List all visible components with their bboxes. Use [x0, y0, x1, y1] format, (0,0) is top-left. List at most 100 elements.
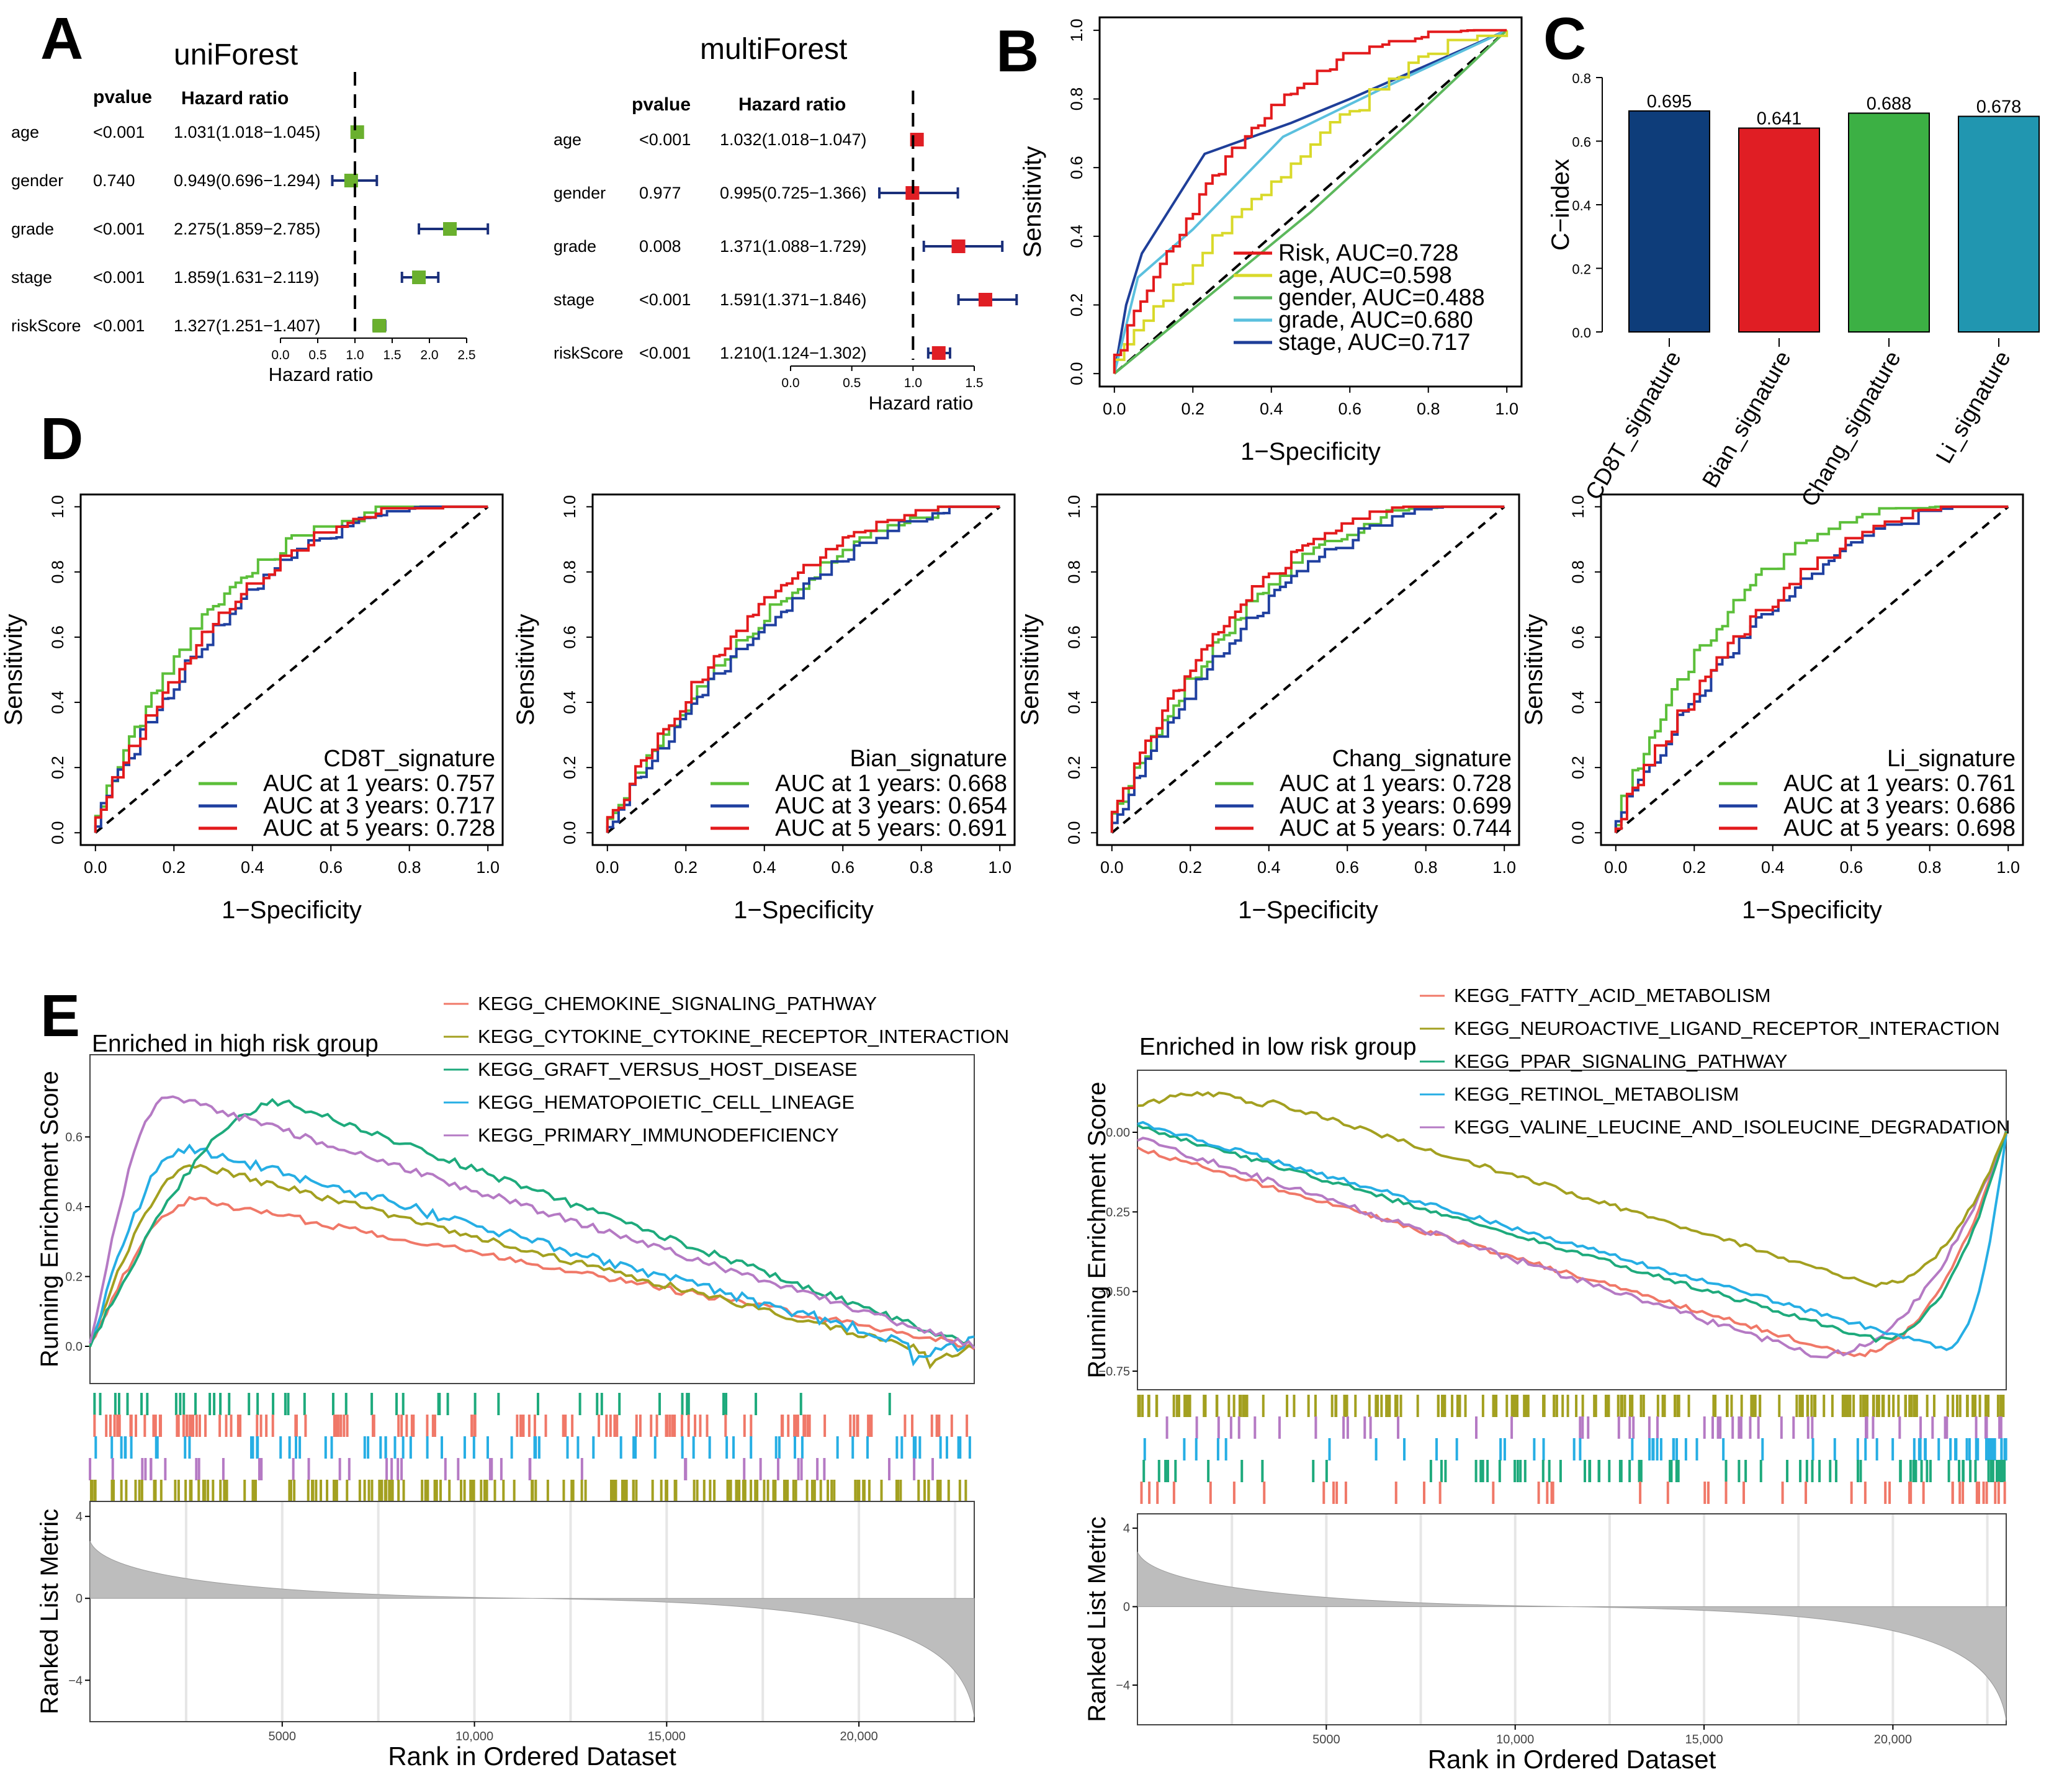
- cindex-bar: [1848, 112, 1930, 333]
- gsea-es-curve: [1136, 1130, 2007, 1357]
- cindex-xtick-label: Li_signature: [1931, 347, 2016, 468]
- gsea-es-curve: [1137, 1134, 2007, 1359]
- roc-b-curve-risk: [1113, 29, 1507, 374]
- roc-d-ytick-label: 0.0: [560, 821, 579, 844]
- roc-d-xtick-label: 1.0: [988, 858, 1011, 877]
- roc-b-frame: [1098, 16, 1523, 388]
- cindex-ytick-label: 0.2: [1572, 262, 1591, 277]
- roc-d-legend-label: AUC at 1 years: 0.761: [1783, 771, 2016, 797]
- forest-point: [443, 222, 457, 236]
- gsea-legend-label: KEGG_CYTOKINE_CYTOKINE_RECEPTOR_INTERACT…: [478, 1026, 1009, 1047]
- roc-d-diagonal: [94, 506, 489, 834]
- forest-row-hr-text: 1.031(1.018−1.045): [174, 123, 320, 141]
- roc-d-curve: [94, 505, 488, 833]
- gsea-xtick-label: 10,000: [1496, 1733, 1534, 1746]
- forest-row-pvalue: <0.001: [93, 268, 145, 287]
- roc-b-curve-gender: [1113, 29, 1508, 375]
- forest-tick-label: 1.5: [965, 376, 983, 390]
- roc-d-ylabel: Sensitivity: [1016, 614, 1044, 725]
- roc-d-xtick-label: 0.8: [398, 858, 421, 877]
- gsea-title: Enriched in high risk group: [92, 1031, 379, 1057]
- roc-d-legend-label: AUC at 3 years: 0.654: [775, 793, 1007, 819]
- roc-d-ytick-label: 0.8: [48, 560, 67, 584]
- panel-label-b: B: [996, 18, 1039, 84]
- roc-d-ytick-label: 0.4: [1065, 691, 1083, 714]
- roc-d-ytick-label: 0.8: [560, 560, 579, 584]
- gsea-ytick-label: −0.75: [1098, 1365, 1130, 1379]
- roc-d-ytick-label: 0.2: [48, 756, 67, 779]
- forest-tick-label: 0.0: [781, 376, 799, 390]
- gsea-legend-label: KEGG_NEUROACTIVE_LIGAND_RECEPTOR_INTERAC…: [1454, 1017, 2000, 1039]
- roc-d-legend-label: AUC at 1 years: 0.668: [775, 771, 1007, 797]
- roc-d-ytick-label: 0.8: [1065, 560, 1083, 584]
- roc-b-ytick-label: 1.0: [1067, 19, 1086, 42]
- forest-row-name: age: [554, 130, 581, 149]
- roc-b-xtick-label: 0.4: [1260, 400, 1283, 418]
- roc-d-xtick-label: 0.6: [1839, 858, 1863, 877]
- roc-d-curve: [1110, 505, 1505, 833]
- forest-point: [951, 239, 966, 253]
- forest-point: [372, 319, 387, 333]
- roc-b-ytick-label: 0.0: [1067, 362, 1086, 385]
- roc-d-curve: [94, 505, 488, 833]
- roc-d-subplot: 0.0 0.0 0.2 0.2 0.4 0.4 0.6 0.6 0.8 0.8 1.0 1.0 1−Sp…: [512, 493, 1016, 924]
- roc-d-ytick-label: 1.0: [560, 495, 579, 519]
- forest-row-hr-text: 1.859(1.631−2.119): [174, 268, 319, 287]
- cindex-bar: [1738, 127, 1820, 333]
- gsea-title: Enriched in low risk group: [1139, 1034, 1417, 1060]
- roc-d-xtick-label: 0.2: [675, 858, 698, 877]
- multi-hr-header: Hazard ratio: [738, 94, 846, 115]
- forest-row-pvalue: <0.001: [93, 316, 145, 335]
- roc-d-xtick-label: 0.0: [1604, 858, 1628, 877]
- roc-panel-b: 0.0 0.0 0.2 0.2 0.4 0.4 0.6 0.6 0.8 0.8 1.0 1.0 1−Sp…: [1019, 16, 1523, 465]
- gsea-es-ylabel: Running Enrichment Score: [36, 1071, 63, 1367]
- cindex-ytick-label: 0.8: [1572, 71, 1591, 86]
- multi-forest: multiForest pvalue Hazard ratio age <0.00…: [554, 33, 1018, 414]
- gsea-es-curve: [1137, 1091, 2007, 1288]
- roc-d-ytick-label: 1.0: [1569, 495, 1587, 519]
- cindex-bar-value: 0.695: [1647, 92, 1692, 112]
- forest-row-hr-text: 0.995(0.725−1.366): [720, 184, 866, 202]
- roc-b-legend-label: Risk, AUC=0.728: [1278, 240, 1458, 266]
- roc-d-xtick-label: 0.0: [84, 858, 107, 877]
- forest-row-pvalue: <0.001: [639, 344, 691, 362]
- gsea-xlabel: Rank in Ordered Dataset: [388, 1742, 676, 1771]
- gsea-es-panel: [89, 1054, 975, 1384]
- roc-d-xtick-label: 0.4: [1761, 858, 1785, 877]
- roc-d-ylabel: Sensitivity: [512, 614, 539, 725]
- roc-d-ytick-label: 0.6: [560, 625, 579, 649]
- roc-d-curve: [1614, 505, 2009, 833]
- gsea-ytick-label: 0.4: [65, 1201, 83, 1214]
- forest-row-name: riskScore: [11, 316, 81, 335]
- forest-row-pvalue: 0.008: [639, 237, 681, 256]
- forest-row-name: grade: [11, 220, 54, 238]
- gsea-xtick-label: 15,000: [1685, 1733, 1723, 1746]
- cindex-bar: [1958, 115, 2040, 333]
- forest-row-pvalue: 0.740: [93, 171, 135, 190]
- roc-d-xtick-label: 0.6: [1335, 858, 1359, 877]
- forest-row-name: stage: [554, 290, 594, 309]
- gsea-legend-label: KEGG_RETINOL_METABOLISM: [1454, 1083, 1739, 1105]
- roc-b-xtick-label: 0.0: [1103, 400, 1126, 418]
- roc-d-ytick-label: 0.4: [48, 691, 67, 714]
- multi-forest-title: multiForest: [700, 33, 847, 66]
- forest-row-hr-text: 1.371(1.088−1.729): [720, 237, 866, 256]
- roc-d-xlabel: 1−Specificity: [222, 897, 362, 924]
- roc-d-legend-label: AUC at 5 years: 0.744: [1280, 815, 1512, 841]
- roc-b-legend-label: stage, AUC=0.717: [1278, 329, 1471, 356]
- multi-axis-label: Hazard ratio: [869, 392, 974, 414]
- cindex-ytick-label: 0.6: [1572, 135, 1591, 150]
- forest-point: [350, 125, 364, 139]
- cindex-bar-value: 0.641: [1757, 109, 1802, 128]
- panel-label-d: D: [40, 406, 83, 472]
- roc-d-ytick-label: 0.0: [48, 821, 67, 844]
- forest-row-hr-text: 0.949(0.696−1.294): [174, 171, 320, 190]
- roc-d-curve: [606, 505, 1000, 833]
- roc-b-ytick-label: 0.2: [1067, 293, 1086, 317]
- gsea-metric-ylabel: Ranked List Metric: [1083, 1516, 1111, 1722]
- panel-label-c: C: [1543, 6, 1586, 72]
- cindex-xtick-label: Bian_signature: [1697, 347, 1796, 492]
- roc-d-title: CD8T_signature: [323, 746, 495, 772]
- gsea-legend-label: KEGG_GRAFT_VERSUS_HOST_DISEASE: [478, 1058, 858, 1080]
